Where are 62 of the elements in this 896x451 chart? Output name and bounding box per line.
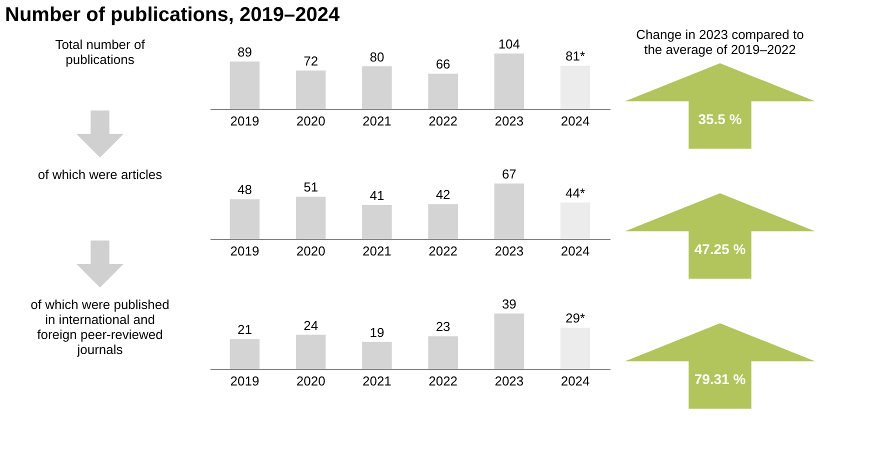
x-tick-label: 2021 bbox=[362, 244, 392, 258]
x-tick-label: 2019 bbox=[230, 244, 260, 258]
text: of which were published in international and foreign peer-reviewed journals bbox=[30, 297, 170, 357]
x-tick-label: 2023 bbox=[494, 374, 524, 388]
x-tick-label: 2021 bbox=[362, 114, 392, 128]
data-label: 21 bbox=[237, 322, 252, 338]
text: 35.5 % bbox=[698, 111, 742, 127]
text: Change in 2023 compared to the average of 2019–2022 bbox=[636, 27, 804, 57]
bar bbox=[428, 336, 458, 369]
bar bbox=[362, 205, 392, 239]
bar bbox=[560, 202, 590, 239]
x-tick-label: 2023 bbox=[494, 244, 524, 258]
x-tick-label: 2019 bbox=[230, 114, 260, 128]
data-label: 51 bbox=[304, 180, 318, 195]
text: of which were articles bbox=[38, 167, 163, 182]
bar bbox=[560, 66, 590, 109]
data-label: 89 bbox=[237, 44, 252, 60]
text: 79.31 % bbox=[694, 371, 746, 387]
bar bbox=[494, 53, 524, 109]
bar bbox=[494, 183, 524, 239]
bar bbox=[560, 328, 590, 369]
text: 47.25 % bbox=[694, 241, 746, 257]
bar bbox=[230, 61, 260, 109]
data-label: 24 bbox=[304, 318, 318, 333]
x-tick-label: 2022 bbox=[428, 244, 458, 258]
x-tick-label: 2021 bbox=[362, 374, 392, 388]
data-label: 41 bbox=[370, 188, 384, 204]
data-label: 23 bbox=[436, 319, 450, 334]
data-label: 19 bbox=[370, 324, 384, 340]
bar bbox=[296, 70, 326, 109]
bar bbox=[296, 196, 326, 239]
bar bbox=[362, 342, 392, 369]
x-tick-label: 2019 bbox=[230, 374, 260, 388]
bar bbox=[428, 204, 458, 239]
x-tick-label: 2023 bbox=[494, 114, 524, 128]
bar bbox=[494, 313, 524, 369]
x-tick-label: 2024 bbox=[560, 374, 590, 388]
x-tick-label: 2024 bbox=[560, 114, 590, 128]
data-label: 39 bbox=[502, 296, 516, 312]
data-label: 81* bbox=[566, 48, 586, 64]
data-label: 29* bbox=[566, 310, 586, 326]
data-label: 80 bbox=[370, 49, 384, 64]
bar bbox=[230, 199, 260, 239]
x-tick-label: 2022 bbox=[428, 114, 458, 128]
bar bbox=[296, 334, 326, 369]
data-label: 67 bbox=[502, 166, 516, 182]
data-label: 66 bbox=[436, 56, 450, 72]
chart-title: Number of publications, 2019–2024 bbox=[5, 4, 340, 26]
data-label: 72 bbox=[304, 54, 318, 69]
x-tick-label: 2024 bbox=[560, 244, 590, 258]
x-tick-label: 2022 bbox=[428, 374, 458, 388]
text: Total number of publications bbox=[55, 37, 146, 67]
x-tick-label: 2020 bbox=[296, 114, 326, 128]
data-label: 104 bbox=[498, 36, 520, 52]
bar bbox=[428, 74, 458, 109]
bar bbox=[362, 66, 392, 109]
data-label: 48 bbox=[237, 182, 252, 198]
data-label: 42 bbox=[436, 187, 450, 202]
bar bbox=[230, 339, 260, 369]
x-tick-label: 2020 bbox=[296, 374, 326, 388]
x-tick-label: 2020 bbox=[296, 244, 326, 258]
data-label: 44* bbox=[566, 186, 586, 201]
